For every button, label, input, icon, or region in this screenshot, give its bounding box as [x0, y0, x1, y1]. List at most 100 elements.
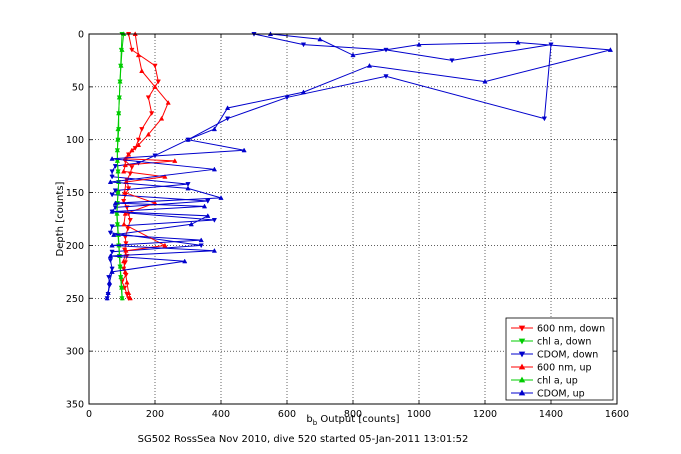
data-point	[112, 205, 119, 211]
data-point	[112, 188, 119, 194]
data-point	[224, 116, 231, 122]
y-tick-label: 300	[66, 347, 84, 358]
data-point	[105, 290, 111, 296]
data-point	[211, 126, 218, 132]
x-tick-label: 1200	[473, 409, 497, 420]
plot-data	[104, 31, 614, 302]
data-point	[155, 79, 161, 85]
data-point	[117, 78, 123, 84]
x-tick-label: 0	[86, 409, 92, 420]
data-point	[124, 279, 130, 285]
data-point	[152, 84, 158, 89]
legend-label: 600 nm, up	[537, 363, 592, 374]
data-point	[188, 221, 194, 227]
legend-marker	[518, 389, 526, 396]
data-point	[241, 147, 247, 153]
data-point	[112, 164, 119, 169]
data-point	[145, 131, 152, 137]
legend-label: chl a, up	[537, 376, 578, 387]
data-point	[114, 158, 121, 163]
data-point	[129, 47, 135, 53]
grid-lines	[89, 34, 617, 404]
data-point	[112, 200, 119, 206]
legend-marker	[518, 363, 526, 370]
data-point	[111, 232, 117, 237]
x-axis-label: bb Output [counts]	[306, 414, 399, 427]
data-point	[383, 74, 389, 80]
legend-marker	[518, 351, 526, 358]
data-point	[116, 94, 122, 100]
x-tick-label: 400	[212, 409, 230, 420]
data-point	[139, 127, 145, 132]
data-point	[205, 199, 211, 204]
data-point	[109, 208, 115, 214]
data-point	[165, 99, 171, 105]
data-point	[129, 147, 135, 153]
data-point	[125, 186, 132, 192]
data-point	[121, 221, 127, 227]
legend-label: CDOM, up	[537, 389, 585, 400]
y-tick-label: 250	[66, 294, 84, 305]
data-point	[416, 41, 422, 47]
data-point	[162, 173, 168, 179]
data-point	[119, 295, 125, 301]
x-tick-label: 800	[344, 409, 362, 420]
data-point	[109, 249, 115, 255]
data-point	[158, 115, 165, 121]
data-point	[152, 63, 158, 69]
data-point	[118, 274, 124, 280]
data-point	[172, 158, 178, 163]
data-point	[107, 230, 114, 236]
data-point	[115, 126, 121, 132]
data-point	[115, 168, 121, 174]
data-point	[139, 68, 145, 74]
data-point	[125, 151, 132, 157]
data-point	[125, 290, 132, 296]
data-point	[109, 266, 115, 272]
data-point	[135, 52, 142, 58]
data-point	[118, 62, 124, 68]
data-point	[121, 258, 127, 264]
y-tick-label: 0	[78, 30, 84, 41]
series-cdom-down	[104, 31, 554, 302]
data-point	[129, 165, 135, 170]
data-point	[211, 218, 218, 223]
data-point	[515, 39, 521, 45]
data-point	[114, 210, 120, 216]
data-point	[449, 58, 455, 64]
legend-label: 600 nm, down	[537, 324, 605, 335]
data-point	[109, 269, 115, 274]
data-point	[185, 182, 191, 187]
data-point	[107, 179, 114, 185]
data-point	[127, 218, 133, 223]
legend-label: chl a, down	[537, 337, 591, 348]
data-point	[482, 78, 488, 84]
legend-marker	[518, 325, 526, 332]
data-point	[541, 116, 548, 122]
x-tick-label: 1600	[605, 409, 629, 420]
data-point	[109, 156, 115, 161]
data-point	[122, 189, 128, 195]
data-point	[116, 110, 122, 116]
legend-label: CDOM, down	[537, 350, 598, 361]
data-point	[607, 47, 614, 52]
series-cdom-up	[104, 31, 614, 301]
data-point	[127, 295, 133, 301]
data-point	[224, 105, 231, 111]
data-point	[122, 285, 128, 291]
data-point	[300, 42, 307, 48]
data-point	[185, 185, 191, 191]
data-point	[300, 89, 307, 95]
data-point	[109, 192, 115, 198]
x-tick-label: 600	[278, 409, 296, 420]
data-point	[109, 242, 115, 248]
data-point	[109, 169, 115, 175]
data-point	[218, 195, 224, 200]
data-point	[123, 247, 129, 253]
y-axis-label: Depth [counts]	[55, 181, 66, 256]
data-point	[182, 258, 188, 264]
y-tick-label: 100	[66, 135, 84, 146]
data-point	[115, 189, 121, 195]
data-point	[106, 279, 113, 285]
